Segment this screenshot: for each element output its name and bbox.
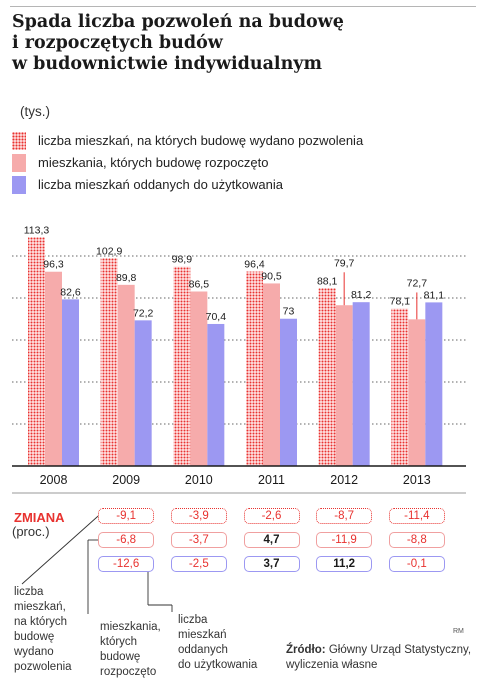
change-box-permits: -8,7: [316, 508, 373, 524]
change-box-permits: -3,9: [170, 508, 227, 524]
source-note: Źródło: Główny Urząd Statystyczny, wylic…: [286, 643, 471, 673]
data-label: 90,5: [261, 270, 282, 282]
source-text: Główny Urząd Statystyczny, wyliczenia wł…: [286, 644, 472, 671]
change-label: ZMIANA: [14, 510, 65, 525]
bar-permits-2013: [391, 308, 409, 466]
change-box-started: -6,8: [98, 532, 155, 548]
change-box-started: -8,8: [388, 532, 445, 548]
bar-started-2013: [408, 319, 426, 466]
data-label: 102,9: [96, 245, 122, 257]
unit-label: (tys.): [20, 104, 50, 119]
chart-title: Spada liczba pozwoleń na budowę i rozpoc…: [12, 12, 344, 74]
legend-label-started: mieszkania, których budowę rozpoczęto: [38, 155, 269, 170]
legend-item-permits: liczba mieszkań, na których budowę wydan…: [12, 130, 452, 152]
data-label: 81,2: [351, 289, 372, 301]
bar-permits-2011: [246, 271, 263, 466]
data-label: 81,1: [424, 289, 445, 301]
change-box-started: -11,9: [316, 532, 373, 548]
author-credit: RM: [453, 628, 464, 635]
change-box-finished: 3,7: [243, 556, 300, 572]
change-box-permits: -11,4: [388, 508, 445, 524]
data-label: 70,4: [206, 311, 227, 323]
bar-started-2008: [45, 271, 62, 466]
callout-started: mieszkania, których budowę rozpoczęto: [100, 621, 161, 678]
callout-permits: liczba mieszkań, na których budowę wydan…: [14, 586, 72, 673]
bar-started-2010: [190, 291, 208, 466]
data-label: 72,7: [407, 277, 428, 289]
x-tick-label: 2013: [403, 473, 431, 487]
legend-item-started: mieszkania, których budowę rozpoczęto: [12, 152, 452, 174]
change-box-permits: -9,1: [98, 508, 155, 524]
data-label: 86,5: [189, 278, 210, 290]
x-tick-label: 2012: [330, 473, 358, 487]
bar-finished-2011: [280, 318, 297, 466]
data-label: 79,7: [334, 257, 355, 269]
legend-swatch-permits: [12, 132, 26, 150]
bar-started-2011: [263, 283, 280, 466]
data-label: 82,6: [60, 286, 81, 298]
bar-permits-2012: [318, 288, 336, 466]
data-label: 113,3: [24, 224, 50, 236]
change-box-finished: -2,5: [170, 556, 227, 572]
change-box-finished: -0,1: [388, 556, 445, 572]
callout-finished: liczba mieszkań oddanych do użytkowania: [178, 614, 258, 671]
legend-label-finished: liczba mieszkań oddanych do użytkowania: [38, 177, 283, 192]
data-label: 89,8: [116, 272, 137, 284]
top-rule: [10, 6, 476, 7]
data-label: 78,1: [390, 295, 411, 307]
data-label: 96,4: [244, 259, 265, 271]
change-box-started: 4,7: [243, 532, 300, 548]
change-box-finished: 11,2: [316, 556, 373, 572]
x-tick-label: 2010: [185, 473, 213, 487]
change-box-finished: -12,6: [98, 556, 155, 572]
change-unit: (proc.): [12, 524, 50, 539]
bar-finished-2010: [207, 323, 225, 466]
data-label: 98,9: [172, 253, 193, 265]
bar-started-2012: [335, 305, 353, 466]
bar-finished-2013: [425, 302, 443, 466]
source-prefix: Źródło:: [286, 644, 326, 656]
bar-finished-2009: [134, 320, 152, 466]
data-label: 73: [283, 306, 295, 318]
x-tick-label: 2011: [258, 473, 285, 487]
legend-label-permits: liczba mieszkań, na których budowę wydan…: [38, 133, 364, 148]
change-box-permits: -2,6: [243, 508, 300, 524]
bar-finished-2012: [352, 302, 370, 466]
legend-swatch-finished: [12, 176, 26, 194]
bar-permits-2008: [28, 237, 45, 466]
change-box-started: -3,7: [170, 532, 227, 548]
x-tick-label: 2009: [112, 473, 140, 487]
data-label: 96,3: [43, 259, 64, 271]
legend-swatch-started: [12, 154, 26, 172]
callout-line-permits: [21, 515, 99, 585]
data-label: 88,1: [317, 275, 338, 287]
data-label: 72,2: [133, 307, 154, 319]
bar-permits-2009: [100, 258, 118, 466]
legend-item-finished: liczba mieszkań oddanych do użytkowania: [12, 174, 452, 196]
x-tick-label: 2008: [40, 473, 68, 487]
bar-finished-2008: [62, 299, 79, 466]
bar-permits-2010: [173, 266, 191, 466]
bar-started-2009: [117, 284, 135, 466]
legend: liczba mieszkań, na których budowę wydan…: [12, 130, 452, 196]
